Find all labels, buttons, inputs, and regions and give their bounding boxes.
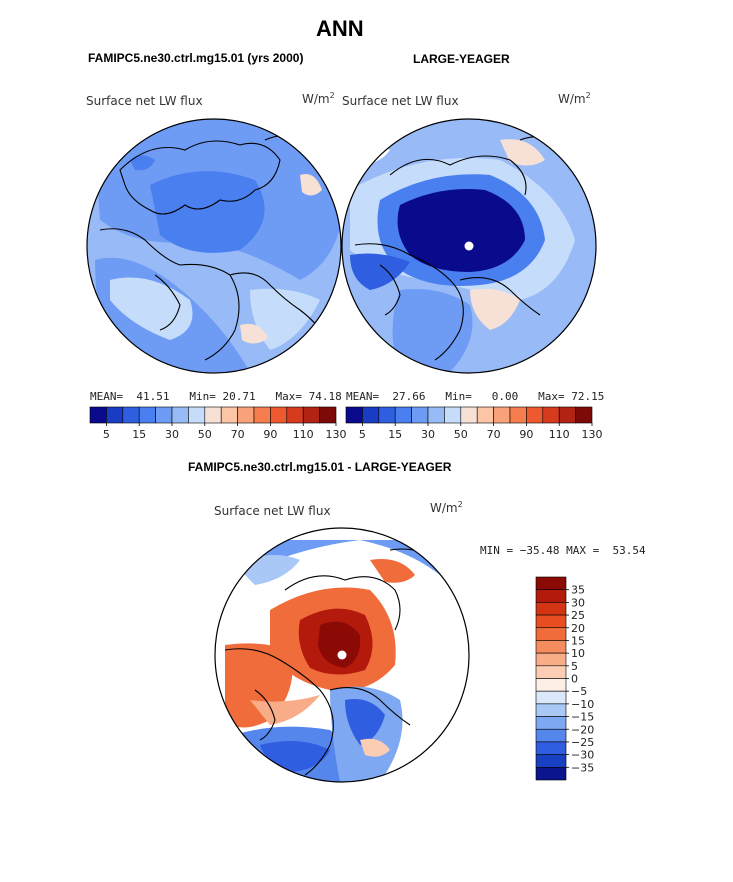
diff-colorbar-tick-label: 5 [571,660,578,673]
model-colorbar-box [155,406,173,424]
obs-colorbar-box [476,406,494,424]
diff-colorbar-box [535,754,567,768]
diff-units-label: W/m2 [430,500,463,515]
diff-variable-label: Surface net LW flux [214,504,331,518]
diff-colorbar-tick-label: −15 [571,711,594,724]
diff-colorbar-box [535,728,567,743]
obs-colorbar-box [575,406,593,424]
diff-colorbar-tick-label: 20 [571,622,585,635]
diff-colorbar-box [535,627,567,641]
diff-colorbar-tick-label: 15 [571,634,585,647]
model-colorbar-box [106,406,124,424]
model-case-title: FAMIPC5.ne30.ctrl.mg15.01 (yrs 2000) [88,51,304,65]
diff-colorbar-box [535,589,567,603]
model-colorbar-tick-label: 50 [198,428,212,441]
model-colorbar-box [89,406,107,424]
diff-colorbar-tick-label: −35 [571,761,594,774]
diff-colorbar-box [535,678,567,692]
model-variable-label: Surface net LW flux [86,94,203,108]
model-map [86,118,342,374]
obs-colorbar-box [378,406,396,424]
diff-colorbar-box [535,576,567,590]
diff-colorbar-box [535,614,567,629]
diff-colorbar-box [535,652,567,667]
obs-colorbar-box [558,406,576,424]
model-colorbar-box [253,406,271,424]
obs-colorbar-tick-label: 5 [359,428,366,441]
obs-colorbar-tick-label: 90 [519,428,533,441]
diff-colorbar-box [535,703,567,717]
obs-colorbar-box [362,406,380,424]
diff-colorbar-tick-label: 10 [571,647,585,660]
obs-colorbar-box [526,406,544,424]
model-colorbar-box [286,406,304,424]
obs-colorbar-box [394,406,412,424]
model-colorbar-tick-label: 90 [263,428,277,441]
obs-colorbar-box [542,406,560,424]
diff-colorbar-box [535,640,567,654]
model-colorbar-box [220,406,238,424]
obs-variable-label: Surface net LW flux [342,94,459,108]
obs-colorbar-tick-label: 50 [454,428,468,441]
obs-colorbar-box [509,406,527,424]
model-stats: MEAN= 41.51 Min= 20.71 Max= 74.18 [90,390,342,403]
model-colorbar: 5 15 30 50 70 90 110 130 [89,406,347,441]
model-colorbar-tick-label: 130 [326,428,347,441]
figure-title: ANN [316,16,364,41]
obs-colorbar: 5 15 30 50 70 90 110 130 [345,406,603,441]
diff-colorbar-tick-label: 30 [571,596,585,609]
model-units-label: W/m2 [302,91,335,106]
diff-colorbar-tick-label: −25 [571,736,594,749]
diff-case-title: FAMIPC5.ne30.ctrl.mg15.01 - LARGE-YEAGER [188,460,452,474]
diff-stats: MIN = −35.48 MAX = 53.54 [480,544,646,557]
obs-colorbar-box [444,406,462,424]
diff-colorbar-tick-label: −20 [571,723,594,736]
obs-colorbar-tick-label: 70 [487,428,501,441]
model-colorbar-box [188,406,206,424]
obs-units-label: W/m2 [558,91,591,106]
diff-colorbar-tick-label: −5 [571,685,587,698]
model-colorbar-box [302,406,320,424]
diff-colorbar-box [535,602,567,616]
obs-colorbar-box [493,406,511,424]
diff-colorbar-box [535,665,567,679]
obs-colorbar-box [460,406,478,424]
obs-colorbar-box [345,406,363,424]
obs-stats: MEAN= 27.66 Min= 0.00 Max= 72.15 [346,390,605,403]
diff-colorbar-tick-label: 0 [571,673,578,686]
model-colorbar-box [171,406,189,424]
diff-colorbar-box [535,716,567,730]
obs-colorbar-box [427,406,445,424]
model-colorbar-tick-label: 30 [165,428,179,441]
obs-colorbar-tick-label: 15 [388,428,402,441]
model-colorbar-tick-label: 5 [103,428,110,441]
model-colorbar-box [319,406,337,424]
obs-colorbar-tick-label: 30 [421,428,435,441]
diff-colorbar-tick-label: −10 [571,698,594,711]
diff-colorbar-box [535,690,567,705]
obs-colorbar-box [411,406,429,424]
diff-colorbar-tick-label: −30 [571,749,594,762]
diff-colorbar-box [535,767,567,781]
model-colorbar-box [122,406,140,424]
diff-map [214,527,470,783]
model-colorbar-tick-label: 110 [293,428,314,441]
diff-colorbar-tick-label: 25 [571,609,585,622]
obs-case-title: LARGE-YEAGER [413,52,510,66]
model-colorbar-box [270,406,288,424]
obs-map [341,118,597,374]
diff-colorbar-box [535,741,567,755]
model-colorbar-box [138,406,156,424]
model-colorbar-box [237,406,255,424]
obs-colorbar-tick-label: 110 [549,428,570,441]
model-colorbar-tick-label: 70 [231,428,245,441]
obs-colorbar-tick-label: 130 [582,428,603,441]
diff-colorbar-tick-label: 35 [571,584,585,597]
model-colorbar-box [204,406,222,424]
model-colorbar-tick-label: 15 [132,428,146,441]
